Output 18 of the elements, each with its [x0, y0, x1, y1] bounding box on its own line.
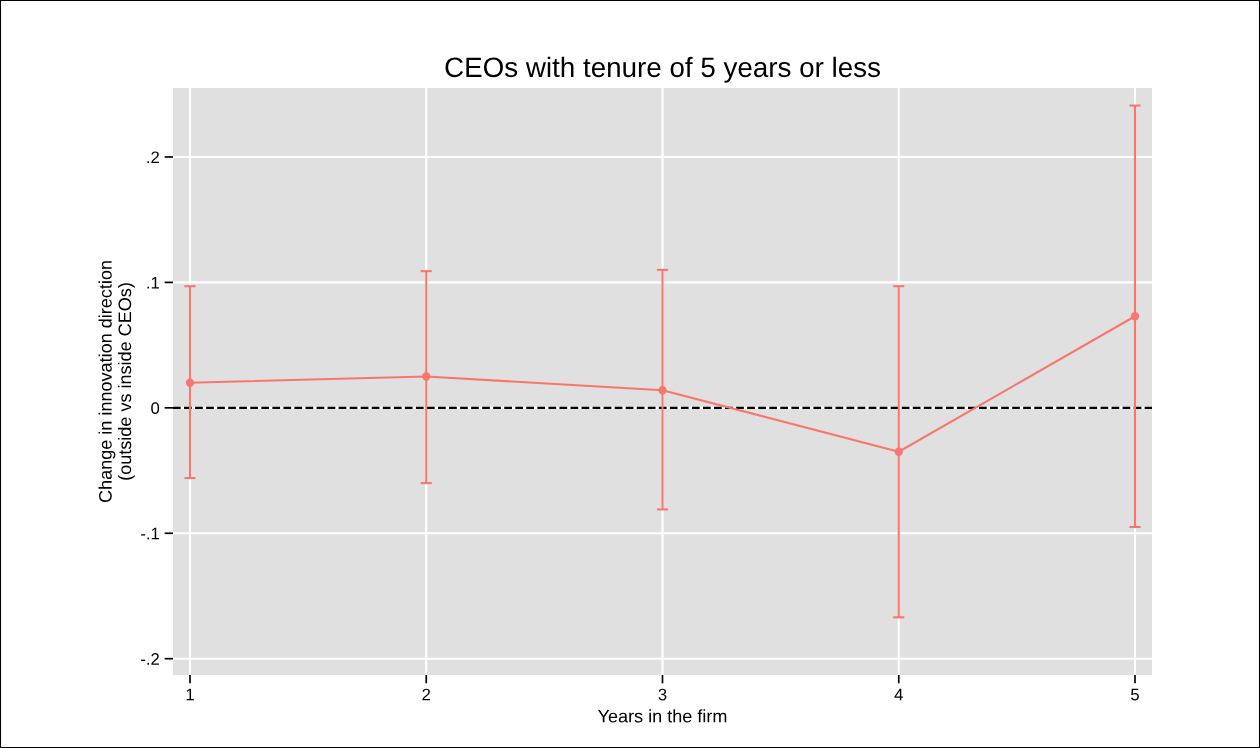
- point: [185, 378, 195, 387]
- x-tick-label: 5: [1131, 688, 1139, 701]
- y-tick-label: -.2: [141, 653, 159, 665]
- y-tick-label: 0: [151, 402, 160, 415]
- x-tick-label: 2: [422, 688, 431, 701]
- point: [894, 447, 903, 456]
- x-axis-title: Years in the firm: [598, 709, 727, 723]
- chart-title: CEOs with tenure of 5 years or less: [445, 56, 880, 83]
- y-tick-label: -.1: [141, 527, 159, 540]
- y-tick-label: .1: [147, 276, 159, 289]
- x-tick-label: 1: [186, 688, 194, 701]
- point: [422, 372, 431, 381]
- y-axis-title: Change in innovation direction (outside vs inside CEOs): [98, 261, 135, 503]
- x-tick-label: 4: [894, 688, 903, 701]
- x-tick-label: 3: [658, 688, 667, 701]
- point: [658, 386, 667, 395]
- point: [1130, 312, 1140, 321]
- y-tick-label: .2: [147, 151, 159, 164]
